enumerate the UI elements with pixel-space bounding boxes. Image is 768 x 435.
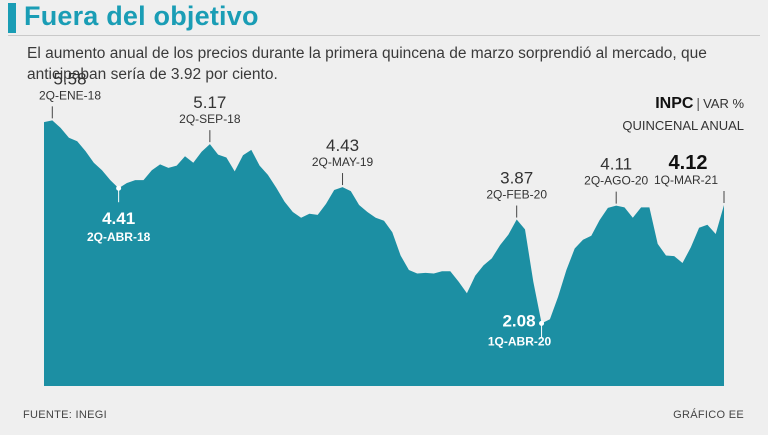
chart-legend: INPC | VAR % QUINCENAL ANUAL xyxy=(622,95,744,133)
title-divider xyxy=(8,35,760,36)
series-area xyxy=(44,120,724,387)
annotation-1q-abr-20-dot xyxy=(539,320,545,326)
annotation-2q-ago-20-date: 2Q-AGO-20 xyxy=(584,174,648,188)
annotation-2q-sep-18-value: 5.17 xyxy=(193,93,226,112)
page-title: Fuera del objetivo xyxy=(24,1,259,31)
annotation-2q-feb-20-value: 3.87 xyxy=(500,169,533,188)
title-accent-bar xyxy=(8,3,16,33)
source-note: FUENTE: INEGI xyxy=(23,409,107,421)
annotation-2q-sep-18-date: 2Q-SEP-18 xyxy=(179,112,241,126)
legend-unit: VAR % xyxy=(703,96,744,111)
annotation-1q-mar-21-date: 1Q-MAR-21 xyxy=(654,173,718,187)
annotation-2q-ene-18-date: 2Q-ENE-18 xyxy=(39,88,101,102)
annotation-2q-abr-18-dot xyxy=(116,185,122,191)
annotation-2q-abr-18-date: 2Q-ABR-18 xyxy=(87,230,151,244)
annotation-1q-mar-21-value: 4.12 xyxy=(669,152,708,174)
subtitle: El aumento anual de los precios durante … xyxy=(27,45,707,83)
annotation-2q-abr-18-value: 4.41 xyxy=(102,209,135,228)
legend-separator: | xyxy=(696,95,701,111)
annotation-1q-abr-20-date: 1Q-ABR-20 xyxy=(488,334,552,348)
annotation-2q-may-19-value: 4.43 xyxy=(326,136,359,155)
annotation-2q-ago-20-value: 4.11 xyxy=(600,155,632,174)
credit-note: GRÁFICO EE xyxy=(673,409,744,421)
annotation-2q-feb-20-date: 2Q-FEB-20 xyxy=(486,188,547,202)
legend-key: INPC xyxy=(655,95,694,112)
annotation-2q-ene-18-value: 5.58 xyxy=(53,69,86,88)
legend-subtitle: QUINCENAL ANUAL xyxy=(622,118,744,133)
annotation-2q-may-19-date: 2Q-MAY-19 xyxy=(312,155,374,169)
annotation-1q-abr-20-value: 2.08 xyxy=(502,311,535,330)
